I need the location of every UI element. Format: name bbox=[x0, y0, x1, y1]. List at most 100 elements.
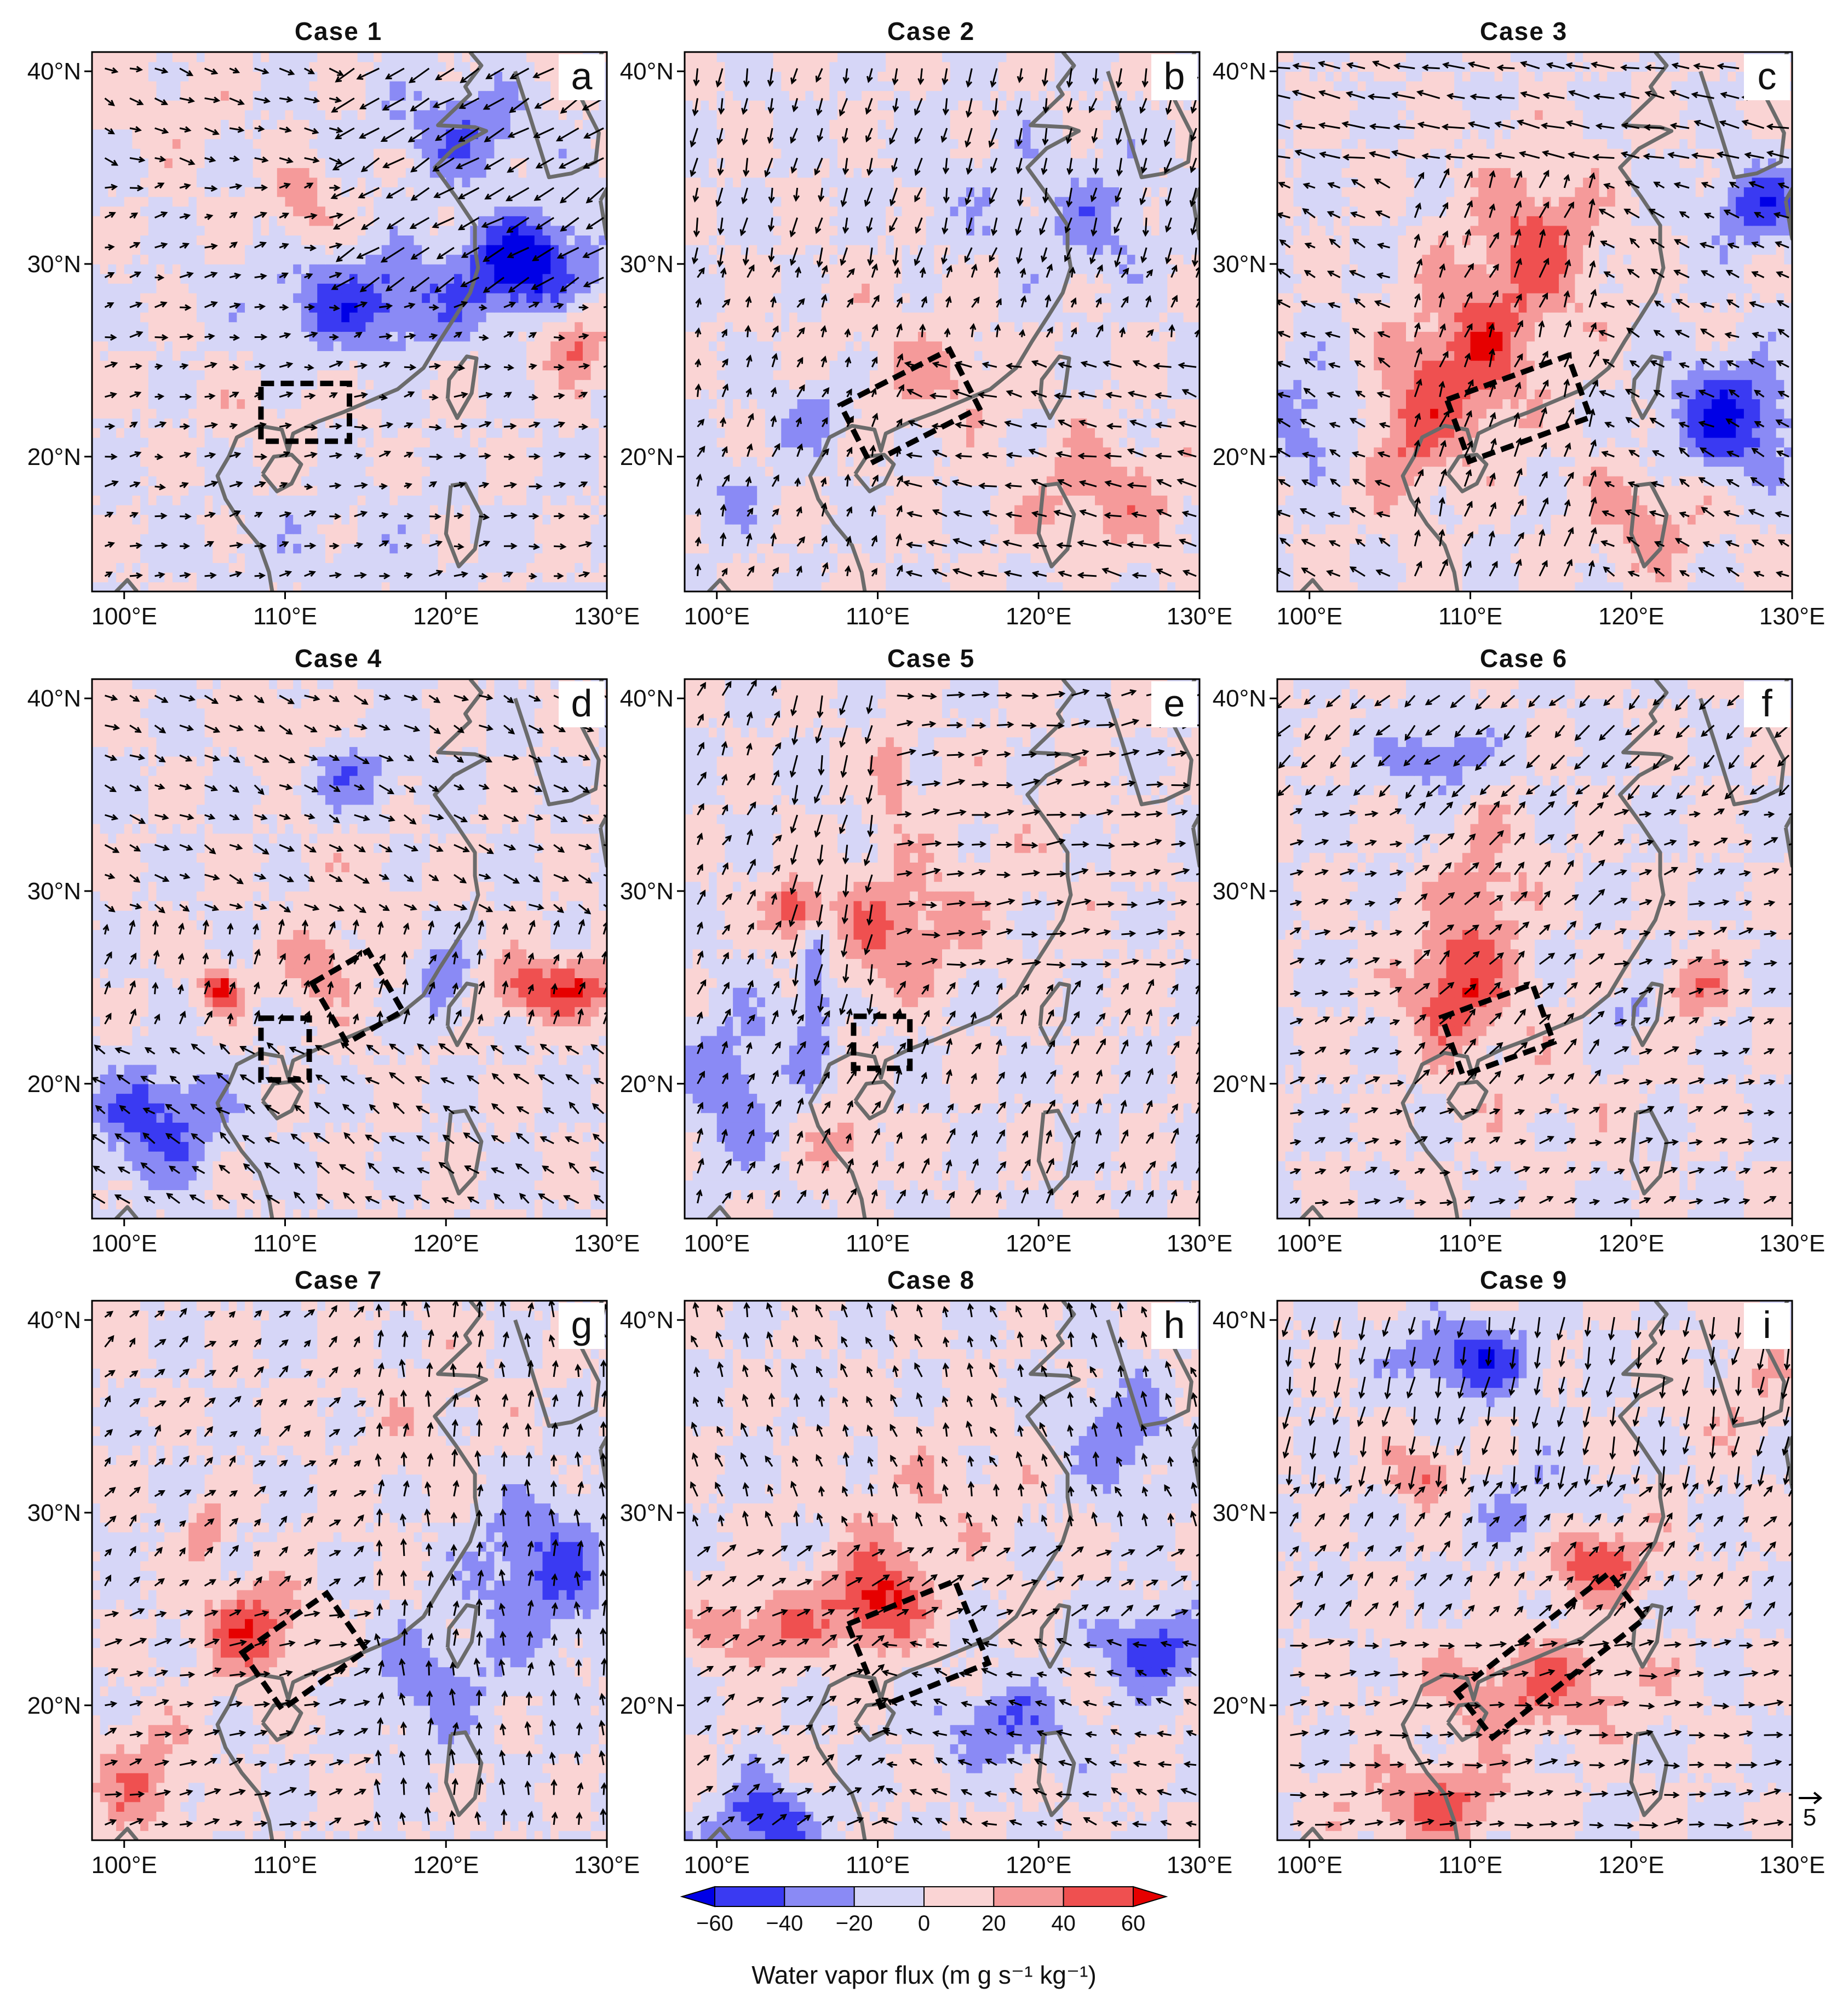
wind-vector bbox=[1184, 1667, 1197, 1676]
wind-vector bbox=[191, 1166, 205, 1174]
wind-vector bbox=[1465, 1642, 1483, 1649]
wind-vector bbox=[1588, 469, 1597, 487]
wind-vector bbox=[229, 97, 245, 106]
wind-vector bbox=[793, 187, 800, 202]
wind-vector bbox=[1539, 442, 1547, 457]
wind-vector bbox=[400, 1451, 408, 1467]
wind-vector bbox=[264, 1136, 280, 1145]
wind-vector bbox=[1390, 869, 1404, 876]
wind-vector bbox=[154, 813, 169, 820]
wind-vector bbox=[1776, 271, 1789, 278]
wind-vector bbox=[1589, 1669, 1604, 1676]
wind-vector bbox=[304, 1610, 320, 1617]
wind-vector bbox=[454, 571, 469, 578]
wind-vector bbox=[432, 97, 455, 108]
wind-vector bbox=[1489, 203, 1496, 218]
wind-vector bbox=[842, 1424, 849, 1437]
wind-vector bbox=[1489, 170, 1496, 188]
wind-vector bbox=[916, 1304, 923, 1318]
wind-vector bbox=[892, 1365, 899, 1377]
wind-vector bbox=[1713, 1572, 1724, 1587]
wind-vector bbox=[229, 481, 243, 487]
wind-vector bbox=[399, 1692, 406, 1706]
wind-vector bbox=[1625, 754, 1640, 769]
wind-vector bbox=[1417, 121, 1440, 129]
wind-vector bbox=[747, 1101, 754, 1114]
wind-vector bbox=[1738, 1016, 1755, 1025]
wind-vector bbox=[1638, 1575, 1651, 1587]
wind-vector bbox=[1608, 1317, 1615, 1341]
wind-vector bbox=[946, 691, 966, 698]
wind-vector bbox=[219, 1132, 231, 1144]
wind-vector bbox=[1046, 722, 1065, 730]
wind-vector bbox=[329, 272, 342, 279]
wind-vector bbox=[551, 1573, 558, 1586]
wind-vector bbox=[871, 1159, 879, 1174]
wind-vector bbox=[1146, 838, 1162, 846]
wind-vector bbox=[1358, 1376, 1366, 1399]
colorbar-tick-label: 60 bbox=[1121, 1911, 1146, 1935]
wind-vector bbox=[1095, 1069, 1103, 1084]
wind-vector bbox=[408, 67, 430, 83]
wind-vector bbox=[378, 814, 395, 822]
wind-vector bbox=[354, 814, 371, 822]
wind-vector bbox=[229, 724, 244, 732]
wind-vector bbox=[921, 1157, 930, 1174]
colorbar-segment bbox=[784, 1886, 855, 1907]
wind-vector bbox=[1077, 540, 1097, 547]
wind-vector bbox=[279, 1399, 288, 1408]
wind-vector bbox=[1294, 149, 1316, 159]
wind-vector bbox=[1349, 418, 1365, 428]
wind-vector bbox=[1664, 1729, 1682, 1736]
wind-vector bbox=[1359, 1436, 1367, 1458]
wind-vector bbox=[897, 1576, 915, 1587]
wind-vector bbox=[1140, 1391, 1147, 1407]
wind-vector bbox=[1290, 1699, 1307, 1707]
wind-vector bbox=[697, 1725, 712, 1736]
wind-vector bbox=[1726, 694, 1740, 707]
panel-title: Case 8 bbox=[887, 1266, 975, 1294]
wind-vector bbox=[1564, 1760, 1581, 1767]
wind-vector bbox=[1654, 541, 1665, 547]
wind-vector bbox=[377, 1659, 384, 1676]
wind-vector bbox=[533, 127, 554, 139]
wind-vector bbox=[477, 1329, 484, 1347]
wind-vector bbox=[796, 1041, 806, 1055]
wind-vector bbox=[695, 327, 702, 337]
wind-vector bbox=[102, 923, 110, 935]
wind-vector bbox=[1539, 257, 1549, 278]
wind-vector bbox=[498, 1603, 506, 1616]
wind-vector bbox=[1414, 293, 1421, 308]
wind-vector bbox=[1759, 1406, 1766, 1428]
wind-vector bbox=[1017, 1331, 1024, 1347]
wind-vector bbox=[229, 1639, 248, 1647]
wind-vector bbox=[697, 1042, 704, 1054]
wind-vector bbox=[1067, 1425, 1074, 1437]
wind-vector bbox=[1669, 90, 1690, 99]
wind-vector bbox=[179, 694, 196, 702]
wind-vector bbox=[1539, 1108, 1553, 1115]
wind-vector bbox=[818, 755, 825, 776]
wind-vector bbox=[896, 505, 903, 517]
wind-vector bbox=[1115, 97, 1122, 113]
wind-vector bbox=[1439, 1199, 1454, 1206]
wind-vector bbox=[1308, 1347, 1316, 1369]
wind-vector bbox=[1464, 801, 1477, 815]
wind-vector bbox=[1390, 1079, 1404, 1087]
wind-vector bbox=[1095, 1193, 1105, 1204]
wind-vector bbox=[1564, 1138, 1577, 1145]
wind-vector bbox=[427, 1717, 434, 1736]
wind-vector bbox=[114, 1194, 130, 1204]
wind-vector bbox=[1539, 1575, 1553, 1587]
wind-vector bbox=[460, 277, 480, 288]
wind-vector bbox=[1776, 450, 1789, 458]
wind-vector bbox=[942, 158, 950, 175]
wind-vector bbox=[1639, 1078, 1653, 1085]
wind-vector bbox=[427, 1329, 434, 1347]
wind-vector bbox=[1020, 1071, 1027, 1084]
wind-vector bbox=[766, 1331, 773, 1347]
wind-vector bbox=[1409, 1347, 1416, 1368]
wind-vector bbox=[1352, 328, 1365, 338]
panel-letter-background bbox=[559, 54, 605, 100]
